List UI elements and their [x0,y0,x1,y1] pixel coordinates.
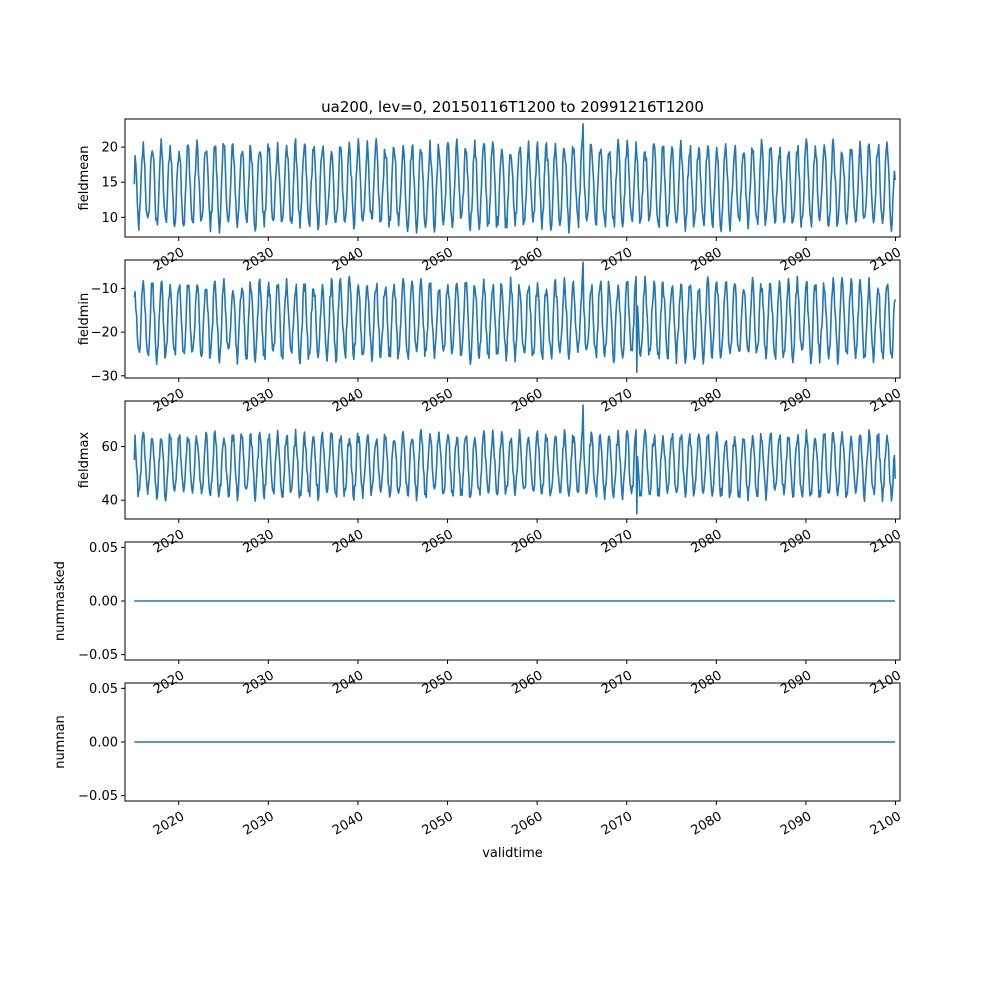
ytick-label-fieldmin-1: −20 [91,326,118,341]
figure-title: ua200, lev=0, 20150116T1200 to 20991216T… [321,98,704,116]
ytick-label-fieldmean-0: 10 [101,211,118,226]
series-line-fieldmin [133,261,896,374]
ytick-label-nummasked-0: −0.05 [78,648,118,663]
ylabel-nummasked: nummasked [53,561,68,641]
ytick-label-numnan-1: 0.00 [89,736,118,751]
ytick-label-fieldmean-1: 15 [101,176,118,191]
ytick-label-fieldmin-2: −10 [91,282,118,297]
ylabel-fieldmin: fieldmin [77,293,92,346]
series-line-fieldmax [133,404,896,515]
ytick-label-numnan-2: 0.05 [89,682,118,697]
series-line-fieldmean [133,123,896,234]
ytick-label-fieldmean-2: 20 [101,141,118,156]
xlabel-numnan: validtime [482,846,543,861]
ylabel-fieldmean: fieldmean [77,146,92,211]
ytick-label-nummasked-1: 0.00 [89,595,118,610]
ytick-label-fieldmax-0: 40 [101,494,118,509]
ylabel-numnan: numnan [53,715,68,769]
ytick-label-numnan-0: −0.05 [78,789,118,804]
ytick-label-fieldmin-0: −30 [91,369,118,384]
ytick-label-fieldmax-1: 60 [101,440,118,455]
axes-frame-fieldmean [124,118,901,238]
ytick-label-nummasked-2: 0.05 [89,541,118,556]
ylabel-fieldmax: fieldmax [77,432,92,489]
axes-frame-fieldmin [124,259,901,379]
axes-frame-fieldmax [124,400,901,520]
